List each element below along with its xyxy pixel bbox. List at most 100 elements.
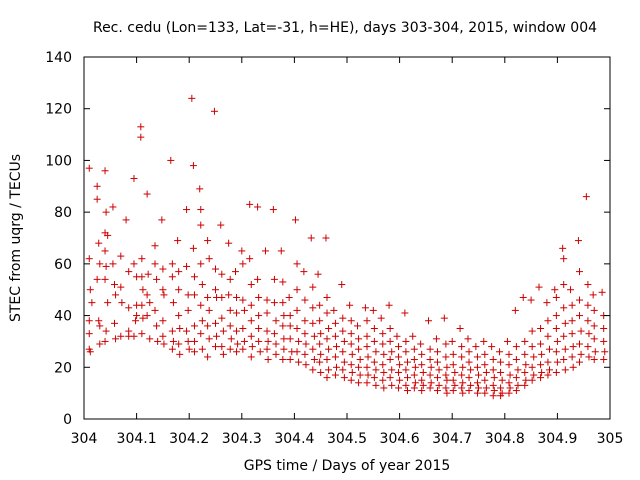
data-point — [530, 353, 538, 361]
data-point — [497, 392, 505, 400]
data-point — [370, 374, 378, 382]
data-point — [339, 327, 347, 335]
x-axis-label: GPS time / Days of year 2015 — [244, 458, 451, 474]
data-point — [552, 312, 560, 320]
data-point — [521, 337, 529, 345]
data-point — [418, 350, 426, 358]
data-point — [575, 296, 583, 304]
data-point — [402, 348, 410, 356]
data-point — [205, 335, 213, 343]
data-point — [132, 317, 140, 325]
axis-ticks: 304 304.1 304.2 304.3 304.4 304.5 304.6 304.7 30… — [45, 50, 623, 447]
data-point — [151, 306, 159, 314]
data-point — [506, 384, 514, 392]
data-point — [598, 288, 606, 296]
data-point — [600, 325, 608, 332]
data-point — [575, 268, 583, 276]
data-point — [301, 330, 309, 338]
data-point — [279, 356, 287, 364]
data-point — [386, 337, 394, 345]
x-tick-label: 304.8 — [485, 431, 525, 447]
data-point — [395, 384, 403, 392]
data-points — [85, 94, 609, 400]
data-point — [233, 309, 241, 317]
data-point — [197, 221, 205, 229]
data-point — [217, 221, 225, 229]
data-point — [85, 164, 93, 172]
data-point — [125, 268, 133, 276]
data-point — [489, 392, 497, 400]
data-point — [575, 312, 583, 320]
data-point — [363, 363, 371, 371]
data-point — [111, 319, 119, 327]
data-point — [465, 348, 473, 356]
data-point — [246, 200, 254, 208]
data-point — [410, 371, 418, 379]
data-point — [584, 343, 592, 351]
data-point — [239, 260, 247, 268]
data-point — [137, 123, 145, 131]
data-point — [370, 358, 378, 366]
data-point — [291, 216, 299, 224]
data-point — [537, 340, 545, 348]
data-point — [295, 358, 303, 366]
data-point — [168, 273, 176, 281]
data-point — [96, 340, 104, 348]
data-point — [255, 337, 263, 345]
data-point — [426, 384, 434, 392]
data-point — [521, 381, 529, 389]
data-point — [418, 361, 426, 369]
y-tick-label: 0 — [63, 412, 72, 428]
data-point — [307, 234, 315, 242]
data-point — [528, 343, 536, 351]
y-tick-label: 20 — [54, 360, 72, 376]
data-point — [143, 190, 151, 198]
data-point — [537, 361, 545, 369]
data-point — [347, 340, 355, 348]
data-point — [183, 327, 191, 335]
data-point — [138, 255, 146, 263]
y-tick-label: 140 — [45, 50, 72, 66]
data-point — [432, 335, 440, 343]
data-point — [377, 314, 385, 322]
data-point — [264, 356, 272, 364]
data-point — [247, 281, 255, 289]
data-point — [590, 356, 598, 364]
data-point — [317, 350, 325, 358]
data-point — [154, 337, 162, 345]
data-point — [419, 381, 427, 389]
data-point — [248, 343, 256, 351]
data-point — [386, 325, 394, 332]
data-point — [269, 206, 277, 214]
data-point — [325, 325, 333, 332]
data-point — [489, 356, 497, 364]
data-point — [530, 371, 538, 379]
data-point — [386, 356, 394, 364]
data-point — [175, 312, 183, 320]
data-point — [125, 304, 133, 312]
data-point — [489, 381, 497, 389]
data-point — [560, 255, 568, 263]
data-point — [355, 345, 363, 353]
data-point — [286, 312, 294, 320]
data-point — [331, 332, 339, 340]
data-point — [369, 306, 377, 314]
data-point — [528, 327, 536, 335]
data-point — [411, 379, 419, 387]
data-point — [379, 361, 387, 369]
data-point — [403, 387, 411, 395]
data-point — [212, 286, 219, 294]
data-point — [189, 244, 197, 252]
data-point — [130, 260, 138, 268]
data-point — [589, 291, 597, 299]
data-point — [584, 317, 592, 325]
data-point — [433, 374, 441, 382]
data-point — [584, 281, 592, 289]
data-point — [403, 358, 411, 366]
data-point — [293, 325, 301, 332]
data-point — [85, 255, 93, 263]
data-point — [272, 340, 280, 348]
data-point — [112, 291, 120, 299]
data-point — [143, 312, 151, 320]
data-point — [183, 206, 191, 214]
